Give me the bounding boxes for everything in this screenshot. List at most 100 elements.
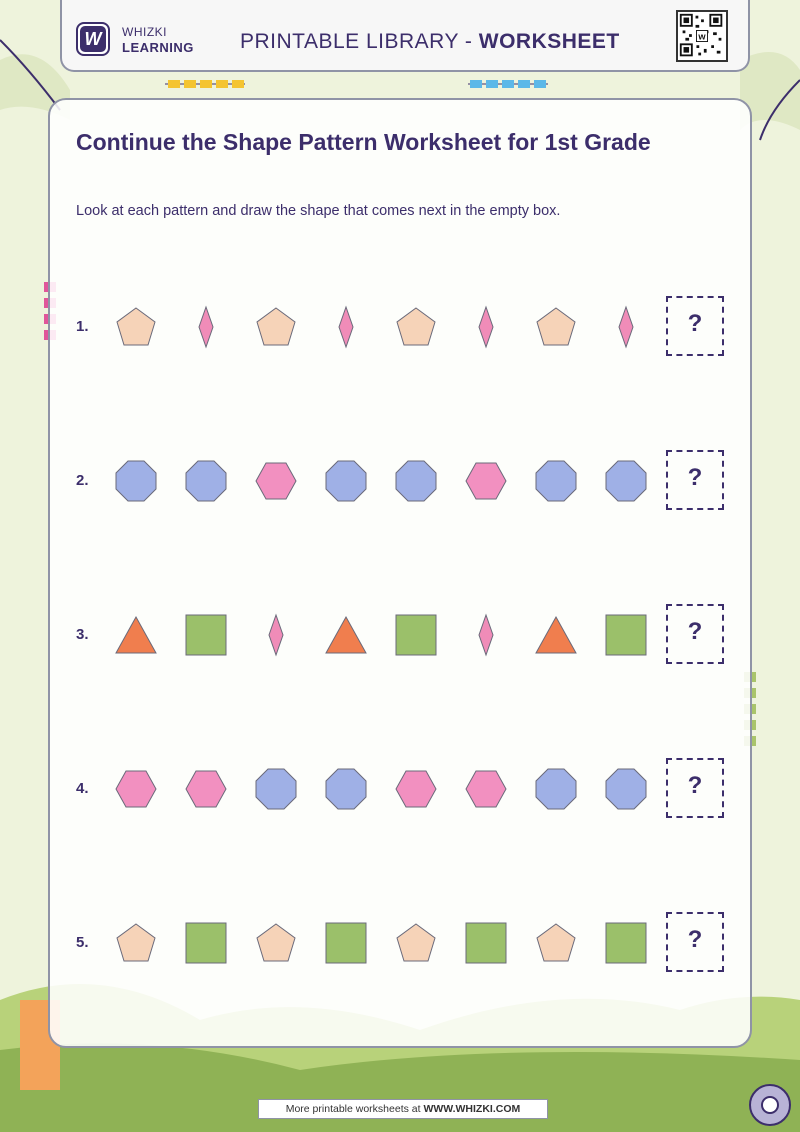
hexagon-polygon bbox=[465, 770, 507, 808]
square-polygon bbox=[325, 922, 367, 964]
svg-text:w: w bbox=[697, 32, 706, 42]
diamond-polygon bbox=[198, 305, 214, 349]
square-shape bbox=[605, 614, 647, 656]
triangle-polygon bbox=[115, 615, 157, 654]
diamond-shape bbox=[478, 613, 494, 657]
square-polygon bbox=[465, 922, 507, 964]
diamond-polygon bbox=[268, 613, 284, 657]
pentagon-shape bbox=[536, 307, 576, 346]
question-mark: ? bbox=[687, 618, 703, 645]
whizki-logo[interactable]: W bbox=[76, 22, 110, 56]
pentagon-polygon bbox=[116, 307, 156, 346]
pentagon-shape bbox=[536, 923, 576, 962]
diamond-shape bbox=[268, 613, 284, 657]
hexagon-shape bbox=[255, 462, 297, 500]
answer-box[interactable]: ? bbox=[666, 604, 724, 664]
hexagon-polygon bbox=[185, 770, 227, 808]
octagon-shape bbox=[255, 768, 297, 810]
pattern-row: 1.? bbox=[0, 292, 800, 362]
answer-box[interactable]: ? bbox=[666, 912, 724, 972]
pentagon-shape bbox=[116, 923, 156, 962]
question-mark: ? bbox=[687, 926, 703, 953]
answer-box[interactable]: ? bbox=[666, 296, 724, 356]
row-number: 5. bbox=[76, 934, 89, 951]
pattern-row: 2.? bbox=[0, 446, 800, 516]
square-shape bbox=[465, 922, 507, 964]
pattern-row: 4.? bbox=[0, 754, 800, 824]
octagon-polygon bbox=[325, 768, 367, 810]
octagon-polygon bbox=[185, 460, 227, 502]
octagon-shape bbox=[605, 460, 647, 502]
header-title-prefix: PRINTABLE LIBRARY - bbox=[240, 30, 479, 53]
octagon-shape bbox=[115, 460, 157, 502]
square-polygon bbox=[395, 614, 437, 656]
question-mark: ? bbox=[687, 310, 703, 337]
header-title-bold: WORKSHEET bbox=[478, 30, 620, 53]
logo-letter: W bbox=[80, 26, 106, 52]
diamond-shape bbox=[198, 305, 214, 349]
pentagon-polygon bbox=[256, 923, 296, 962]
hexagon-shape bbox=[465, 462, 507, 500]
hexagon-polygon bbox=[395, 770, 437, 808]
diamond-shape bbox=[338, 305, 354, 349]
octagon-polygon bbox=[255, 768, 297, 810]
octagon-polygon bbox=[395, 460, 437, 502]
square-shape bbox=[605, 922, 647, 964]
row-number: 1. bbox=[76, 318, 89, 335]
worksheet-title: Continue the Shape Pattern Worksheet for… bbox=[76, 129, 651, 155]
octagon-polygon bbox=[605, 460, 647, 502]
square-shape bbox=[185, 922, 227, 964]
square-shape bbox=[395, 614, 437, 656]
octagon-polygon bbox=[605, 768, 647, 810]
brand-name-line1: WHIZKI bbox=[122, 25, 167, 39]
answer-box[interactable]: ? bbox=[666, 450, 724, 510]
square-polygon bbox=[605, 922, 647, 964]
diamond-polygon bbox=[478, 613, 494, 657]
hexagon-shape bbox=[465, 770, 507, 808]
triangle-polygon bbox=[325, 615, 367, 654]
diamond-shape bbox=[618, 305, 634, 349]
footer-banner[interactable]: More printable worksheets at WWW.WHIZKI.… bbox=[258, 1099, 548, 1119]
square-polygon bbox=[605, 614, 647, 656]
header-banner: W WHIZKI LEARNING PRINTABLE LIBRARY - WO… bbox=[60, 0, 750, 72]
hexagon-polygon bbox=[115, 770, 157, 808]
square-shape bbox=[325, 922, 367, 964]
octagon-shape bbox=[605, 768, 647, 810]
question-mark: ? bbox=[687, 772, 703, 799]
octagon-shape bbox=[535, 460, 577, 502]
hexagon-shape bbox=[395, 770, 437, 808]
pentagon-shape bbox=[116, 307, 156, 346]
header-title: PRINTABLE LIBRARY - WORKSHEET bbox=[240, 30, 620, 54]
octagon-shape bbox=[185, 460, 227, 502]
hexagon-polygon bbox=[465, 462, 507, 500]
row-number: 4. bbox=[76, 780, 89, 797]
pentagon-polygon bbox=[536, 923, 576, 962]
octagon-polygon bbox=[115, 460, 157, 502]
pentagon-shape bbox=[396, 307, 436, 346]
pentagon-shape bbox=[396, 923, 436, 962]
square-polygon bbox=[185, 922, 227, 964]
hexagon-polygon bbox=[255, 462, 297, 500]
octagon-polygon bbox=[535, 768, 577, 810]
qr-code-icon[interactable]: w bbox=[676, 10, 728, 62]
pentagon-polygon bbox=[396, 307, 436, 346]
triangle-shape bbox=[535, 615, 577, 654]
brand-name-line2: LEARNING bbox=[122, 40, 194, 55]
pentagon-shape bbox=[256, 307, 296, 346]
triangle-polygon bbox=[535, 615, 577, 654]
question-mark: ? bbox=[687, 464, 703, 491]
worksheet-instructions: Look at each pattern and draw the shape … bbox=[76, 203, 561, 219]
footer-site-link[interactable]: WWW.WHIZKI.COM bbox=[423, 1103, 521, 1115]
octagon-shape bbox=[395, 460, 437, 502]
worksheet-page bbox=[48, 98, 752, 1048]
pattern-row: 5.? bbox=[0, 908, 800, 978]
hexagon-shape bbox=[115, 770, 157, 808]
diamond-polygon bbox=[618, 305, 634, 349]
diamond-shape bbox=[478, 305, 494, 349]
hexagon-shape bbox=[185, 770, 227, 808]
pentagon-shape bbox=[256, 923, 296, 962]
row-number: 2. bbox=[76, 472, 89, 489]
answer-box[interactable]: ? bbox=[666, 758, 724, 818]
diamond-polygon bbox=[478, 305, 494, 349]
pentagon-polygon bbox=[536, 307, 576, 346]
